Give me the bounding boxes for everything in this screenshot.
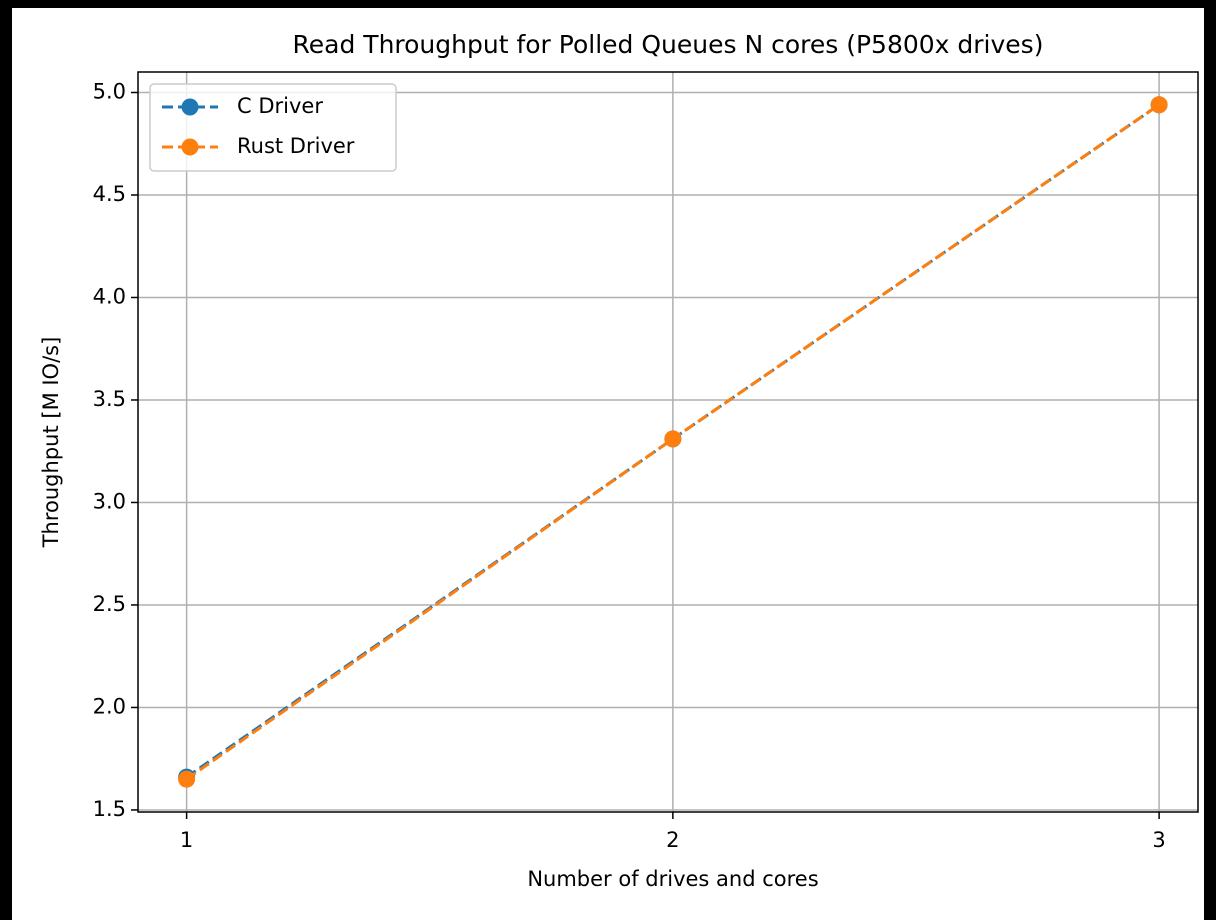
y-tick-label: 4.0 bbox=[93, 284, 126, 308]
x-tick-label: 2 bbox=[666, 828, 679, 852]
y-tick-label: 2.0 bbox=[93, 694, 126, 718]
y-tick-label: 3.5 bbox=[93, 387, 126, 411]
x-tick-label: 3 bbox=[1152, 828, 1165, 852]
legend-label: Rust Driver bbox=[237, 134, 355, 158]
legend-marker bbox=[181, 98, 199, 116]
plot-frame bbox=[137, 71, 1199, 813]
data-point bbox=[178, 770, 196, 788]
chart-title: Read Throughput for Polled Queues N core… bbox=[293, 30, 1044, 59]
y-tick-label: 2.5 bbox=[93, 592, 126, 616]
y-axis-label: Throughput [M IO/s] bbox=[39, 337, 63, 549]
x-tick-label: 1 bbox=[180, 828, 193, 852]
x-axis-label: Number of drives and cores bbox=[527, 867, 818, 891]
data-point bbox=[664, 430, 682, 448]
y-tick-label: 5.0 bbox=[93, 79, 126, 103]
data-point bbox=[1150, 96, 1168, 114]
legend-marker bbox=[181, 138, 199, 156]
y-tick-label: 3.0 bbox=[93, 489, 126, 513]
legend-label: C Driver bbox=[237, 94, 323, 118]
y-tick-label: 1.5 bbox=[93, 797, 126, 821]
y-tick-label: 4.5 bbox=[93, 182, 126, 206]
